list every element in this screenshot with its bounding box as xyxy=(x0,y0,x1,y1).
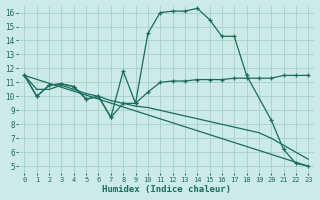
X-axis label: Humidex (Indice chaleur): Humidex (Indice chaleur) xyxy=(102,185,231,194)
